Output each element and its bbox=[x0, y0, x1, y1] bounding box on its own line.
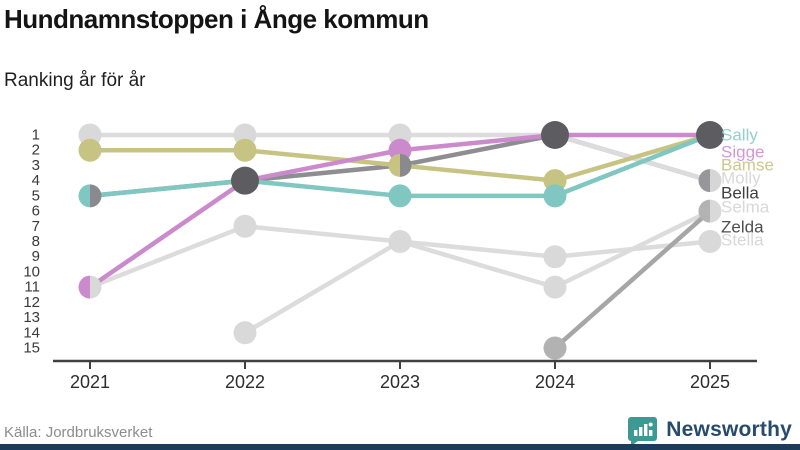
line-selma-seg2 bbox=[397, 239, 558, 290]
dot-2021-rank5-left bbox=[78, 184, 90, 208]
y-tick-14: 14 bbox=[23, 324, 40, 341]
source-attribution: Källa: Jordbruksverket bbox=[4, 424, 153, 441]
dot-2021-rank11-left bbox=[78, 275, 90, 299]
line-stella-seg2 bbox=[397, 239, 558, 259]
x-tick-2025: 2025 bbox=[690, 372, 730, 392]
line-bella-seg1 bbox=[242, 163, 403, 183]
x-tick-2023: 2023 bbox=[380, 372, 420, 392]
newsworthy-logo-icon bbox=[628, 416, 658, 446]
line-selma-seg0 bbox=[87, 224, 248, 290]
line-selma-seg1 bbox=[242, 224, 403, 244]
legend-label-bamse: Bamse bbox=[721, 156, 774, 175]
line-bamse-seg3 bbox=[552, 132, 713, 183]
line-sally-seg0 bbox=[87, 178, 248, 199]
y-tick-1: 1 bbox=[32, 127, 40, 144]
chart-subtitle: Ranking år för år bbox=[4, 70, 146, 91]
dot-2021-rank2 bbox=[78, 138, 102, 162]
line-sigge-seg1 bbox=[242, 147, 403, 183]
legend-label-stella: Stella bbox=[721, 231, 764, 250]
y-tick-8: 8 bbox=[32, 233, 40, 250]
newsworthy-brand-text: Newsworthy bbox=[666, 418, 792, 441]
dot-2022-rank4 bbox=[231, 166, 259, 195]
y-tick-13: 13 bbox=[23, 309, 40, 326]
legend-label-sigge: Sigge bbox=[721, 143, 764, 162]
line-bamse-seg2 bbox=[397, 163, 558, 183]
legend-label-molly: Molly bbox=[721, 169, 761, 188]
x-tick-2021: 2021 bbox=[70, 372, 110, 392]
newsworthy-logo: Newsworthy bbox=[627, 414, 792, 446]
legend-label-selma: Selma bbox=[721, 198, 770, 217]
x-tick-2022: 2022 bbox=[225, 372, 265, 392]
dot-2023-rank8 bbox=[388, 229, 412, 253]
dot-2025-rank8 bbox=[698, 229, 722, 253]
y-tick-7: 7 bbox=[32, 218, 40, 235]
line-zelda-seg3 bbox=[552, 208, 713, 351]
line-stella-seg1 bbox=[242, 239, 403, 336]
y-tick-4: 4 bbox=[32, 172, 40, 189]
y-tick-6: 6 bbox=[32, 203, 40, 220]
dot-2025-rank4-left bbox=[698, 169, 710, 193]
legend-label-zelda: Zelda bbox=[721, 218, 764, 237]
line-stella-seg3 bbox=[552, 239, 713, 259]
line-sigge-seg2 bbox=[397, 132, 558, 153]
dot-2024-rank11 bbox=[543, 275, 567, 299]
line-bamse-seg1 bbox=[242, 147, 403, 168]
y-tick-12: 12 bbox=[23, 294, 40, 311]
dot-2025-rank4-right bbox=[710, 169, 722, 193]
dot-2022-rank2 bbox=[233, 138, 257, 162]
y-tick-2: 2 bbox=[32, 142, 40, 159]
dot-2022-rank7 bbox=[233, 214, 257, 238]
dot-2025-rank6-left bbox=[698, 199, 710, 223]
line-bella-seg2 bbox=[397, 132, 558, 168]
line-sally-seg1 bbox=[242, 178, 403, 199]
y-tick-15: 15 bbox=[23, 339, 40, 356]
y-tick-10: 10 bbox=[23, 263, 40, 280]
y-tick-5: 5 bbox=[32, 187, 40, 204]
x-tick-2024: 2024 bbox=[535, 372, 575, 392]
y-tick-11: 11 bbox=[24, 279, 40, 296]
dot-2025-rank6-right bbox=[710, 199, 722, 223]
dot-2025-rank1 bbox=[696, 121, 724, 149]
dot-2023-rank3-left bbox=[388, 153, 400, 177]
dot-2024-rank9 bbox=[543, 245, 567, 269]
dot-2021-rank11-right bbox=[90, 275, 102, 299]
legend-label-bella: Bella bbox=[721, 184, 759, 203]
y-tick-3: 3 bbox=[32, 157, 40, 174]
dot-2023-rank5 bbox=[388, 184, 412, 208]
y-tick-9: 9 bbox=[32, 248, 40, 265]
legend-label-sally: Sally bbox=[721, 126, 758, 145]
dot-2024-rank5 bbox=[543, 184, 567, 208]
chart-title: Hundnamnstoppen i Ånge kommun bbox=[4, 4, 429, 34]
dot-2023-rank3-right bbox=[400, 153, 412, 177]
brand-bottom-bar bbox=[0, 444, 800, 450]
dot-2024-rank1 bbox=[541, 121, 569, 149]
dot-2024-rank15 bbox=[543, 336, 567, 360]
dot-2022-rank14 bbox=[233, 321, 257, 345]
line-sally-seg3 bbox=[552, 132, 713, 199]
line-sigge-seg0 bbox=[87, 178, 248, 290]
dot-2021-rank5-right bbox=[90, 184, 102, 208]
